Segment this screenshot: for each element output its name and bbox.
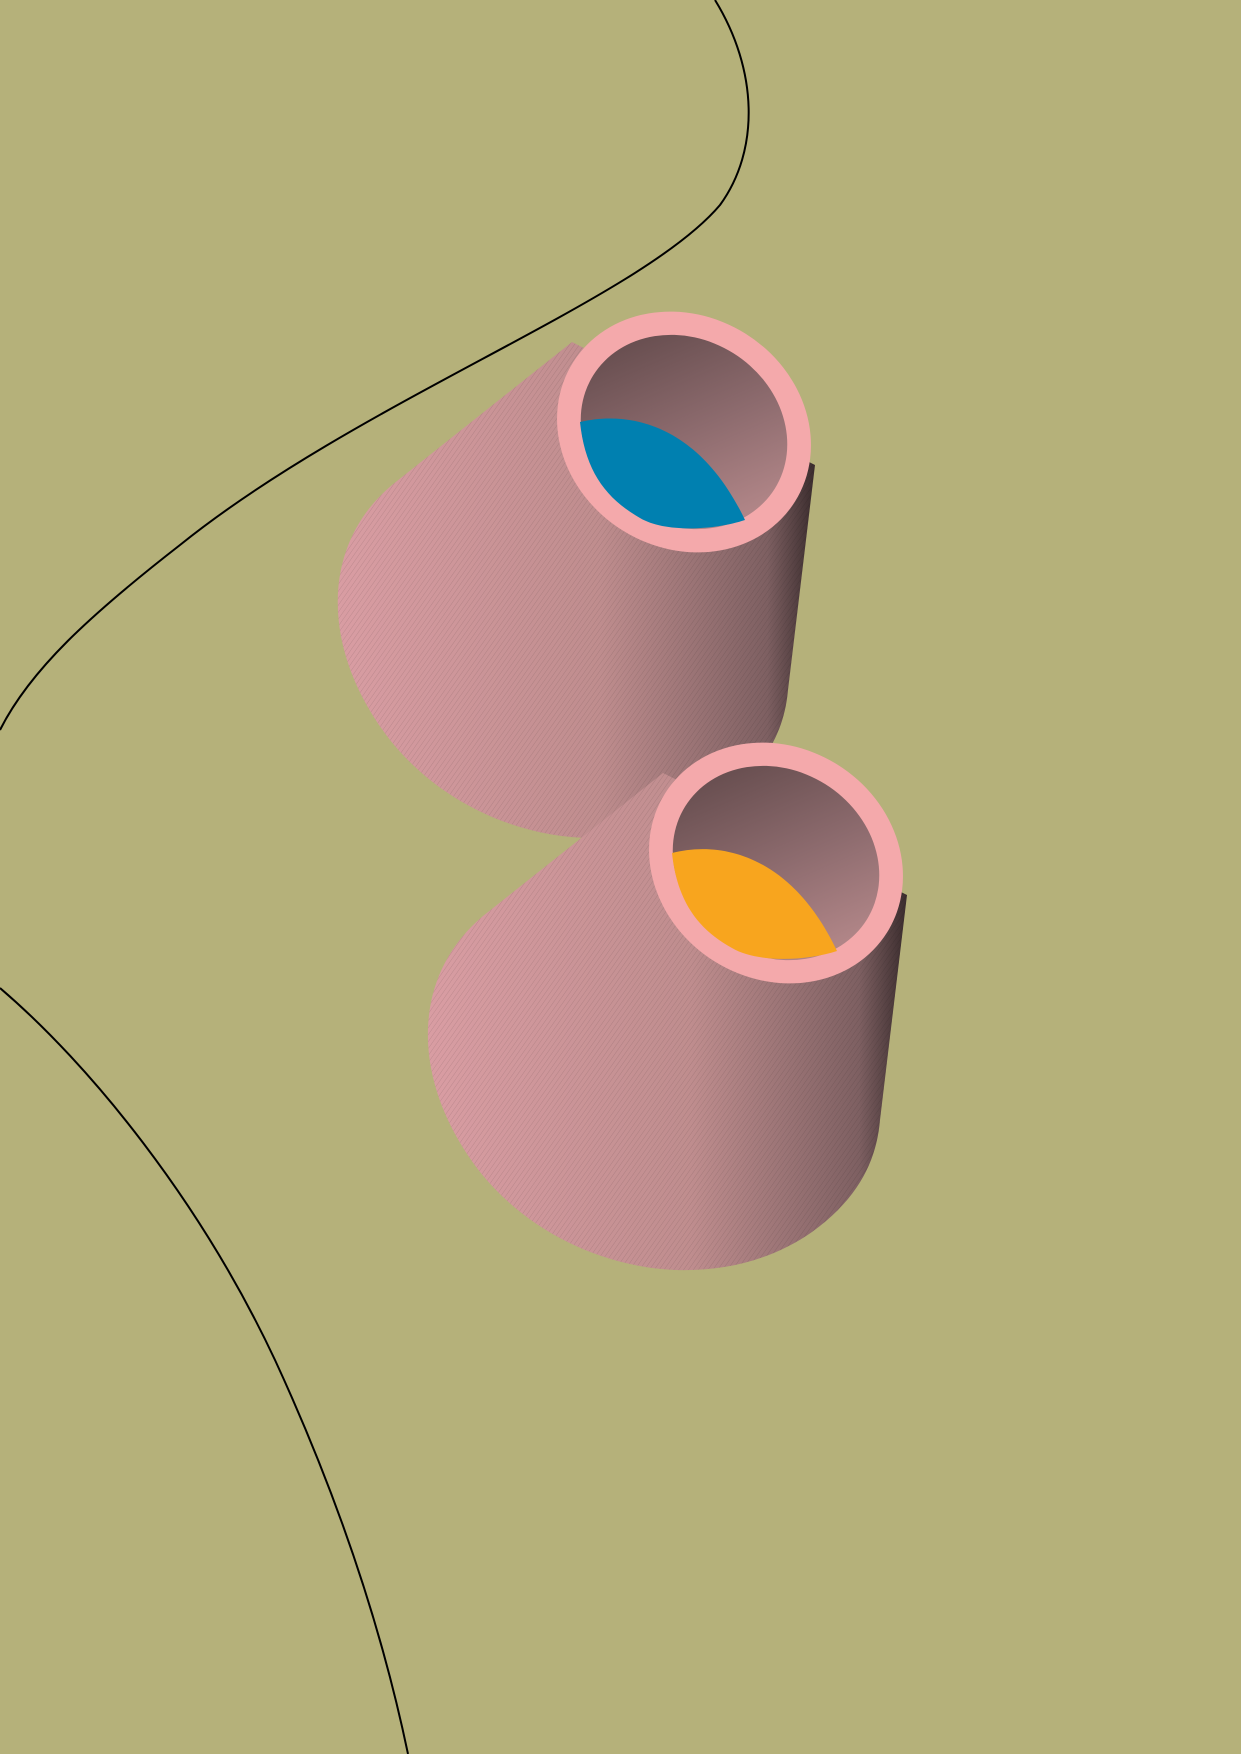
cone-upper-inner-blue-shape: [580, 418, 745, 529]
cone-lower-inner-orange-shape: [672, 849, 837, 959]
curve-line-top: [0, 0, 750, 731]
cone-lower: [427, 742, 907, 1271]
curve-line-bottom: [0, 987, 409, 1754]
cone-upper: [337, 311, 815, 839]
